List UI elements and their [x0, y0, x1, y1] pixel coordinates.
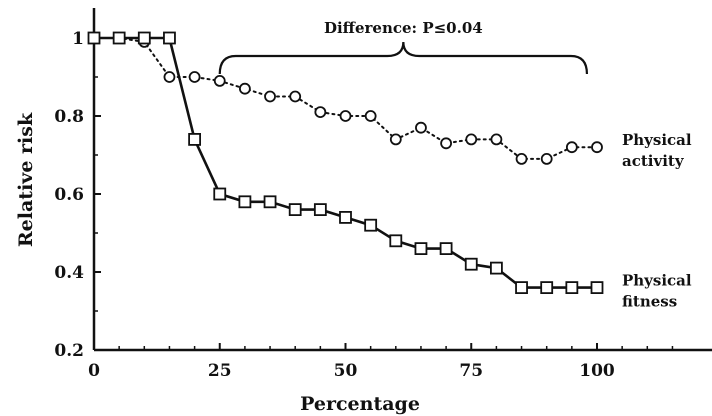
physical-fitness-point	[515, 281, 528, 295]
x-tick-label: 0	[88, 361, 100, 381]
x-tick-label: 75	[459, 361, 483, 381]
y-tick-label: 1	[72, 29, 84, 49]
physical-fitness-point	[238, 195, 252, 209]
difference-label: Difference: P≤0.04	[324, 19, 483, 37]
physical-fitness-point	[414, 242, 428, 256]
physical-fitness-point	[339, 210, 352, 224]
y-axis-title: Relative risk	[15, 112, 37, 247]
physical-activity-point	[238, 82, 251, 95]
tick-marks: 0 25 50 75 100 0.2 0.4 0.6 0.8 1	[54, 29, 674, 381]
x-tick-label: 25	[208, 361, 232, 381]
x-tick-label: 50	[334, 361, 358, 381]
physical-fitness-point	[137, 31, 151, 45]
physical-fitness-label: Physical	[622, 272, 692, 290]
physical-fitness-point	[188, 132, 202, 146]
physical-activity-point	[163, 71, 176, 83]
physical-activity-label: activity	[622, 152, 685, 170]
y-tick-label: 0.4	[54, 263, 84, 283]
x-tick-label: 100	[579, 361, 615, 381]
physical-activity-label: Physical	[622, 131, 692, 149]
y-tick-label: 0.8	[54, 107, 84, 127]
axes	[92, 8, 712, 352]
series-labels: Physical activity Physical fitness	[622, 131, 692, 310]
physical-fitness-point	[263, 195, 277, 209]
x-axis-title: Percentage	[300, 393, 420, 415]
series-markers	[87, 31, 604, 295]
physical-activity-point	[440, 137, 453, 150]
y-tick-label: 0.6	[54, 185, 84, 205]
physical-fitness-point	[590, 281, 604, 295]
y-tick-label: 0.2	[54, 341, 84, 361]
difference-brace	[218, 41, 589, 75]
physical-fitness-point	[313, 203, 327, 217]
physical-activity-point	[364, 110, 377, 122]
physical-fitness-point	[87, 31, 101, 45]
physical-fitness-point	[464, 257, 478, 271]
physical-activity-point	[565, 141, 578, 154]
physical-activity-point	[540, 152, 553, 165]
physical-fitness-point	[439, 242, 453, 256]
physical-activity-point	[515, 152, 528, 165]
physical-activity-point	[591, 141, 603, 154]
physical-fitness-point	[213, 187, 227, 201]
physical-fitness-point	[163, 31, 176, 45]
physical-activity-point	[289, 90, 302, 103]
physical-fitness-point	[540, 281, 554, 295]
physical-activity-point	[188, 71, 201, 83]
physical-fitness-point	[364, 218, 378, 232]
physical-fitness-point	[389, 234, 403, 248]
physical-activity-point	[264, 90, 276, 103]
physical-activity-point	[213, 75, 226, 87]
physical-activity-point	[465, 133, 478, 146]
difference-annotation: Difference: P≤0.04	[218, 19, 589, 75]
physical-activity-point	[389, 133, 402, 146]
physical-activity-point	[339, 110, 352, 122]
physical-activity-point	[415, 121, 427, 134]
physical-activity-point	[314, 106, 327, 118]
physical-activity-point	[490, 133, 503, 146]
physical-fitness-point	[489, 261, 503, 275]
physical-fitness-point	[288, 203, 302, 217]
physical-fitness-label: fitness	[622, 293, 677, 311]
physical-fitness-point	[112, 31, 126, 45]
physical-fitness-point	[565, 281, 579, 295]
